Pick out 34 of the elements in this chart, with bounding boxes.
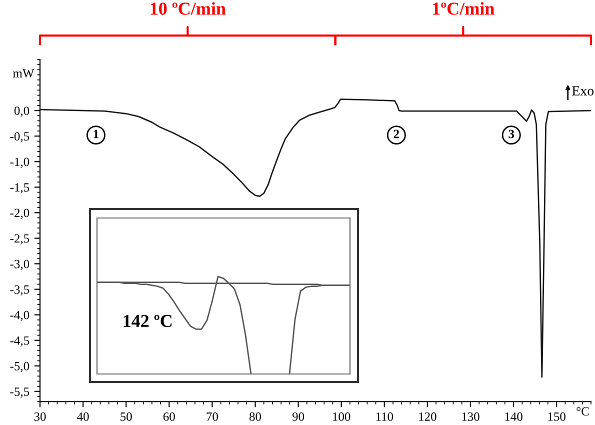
y-axis-title: mW xyxy=(12,69,34,78)
y-tick-label: -5,5 xyxy=(10,388,30,398)
x-axis-title: °C xyxy=(576,407,589,416)
y-tick-label: -0,5 xyxy=(10,132,30,142)
y-tick-label: -3,0 xyxy=(10,260,30,270)
x-tick-label: 150 xyxy=(548,412,566,421)
annotation: 142 ºC xyxy=(124,314,172,328)
x-tick-label: 80 xyxy=(249,412,262,421)
y-tick-label: -5,0 xyxy=(10,362,30,372)
text: 1ºC/min xyxy=(433,2,494,15)
annotation: 2 xyxy=(394,130,400,138)
x-tick-label: 50 xyxy=(120,412,132,421)
text: 10 ºC/min xyxy=(150,2,226,15)
annotation: 3 xyxy=(508,130,514,138)
x-tick-label: 100 xyxy=(333,412,350,421)
x-tick-label: 110 xyxy=(376,412,394,421)
y-tick-label: -4,5 xyxy=(10,336,30,347)
annotation: 1 xyxy=(94,130,98,138)
x-tick-label: 130 xyxy=(462,412,480,421)
y-tick-label: -1,0 xyxy=(10,158,30,168)
annotation: Exo xyxy=(572,86,594,96)
y-tick-label: -1,5 xyxy=(10,183,30,194)
x-tick-label: 140 xyxy=(505,412,522,421)
x-tick-label: 90 xyxy=(292,412,304,421)
x-tick-label: 120 xyxy=(419,412,436,421)
y-tick-label: -3,5 xyxy=(10,285,30,296)
x-tick-label: 60 xyxy=(163,412,175,421)
y-tick-label: -2,5 xyxy=(10,234,30,244)
y-tick-label: -4,0 xyxy=(10,310,30,322)
x-tick-label: 30 xyxy=(34,412,46,421)
y-tick-label: 0,0 xyxy=(14,106,30,117)
x-tick-label: 40 xyxy=(77,412,89,421)
x-tick-label: 70 xyxy=(206,412,218,421)
y-tick-label: -2,0 xyxy=(10,208,30,219)
